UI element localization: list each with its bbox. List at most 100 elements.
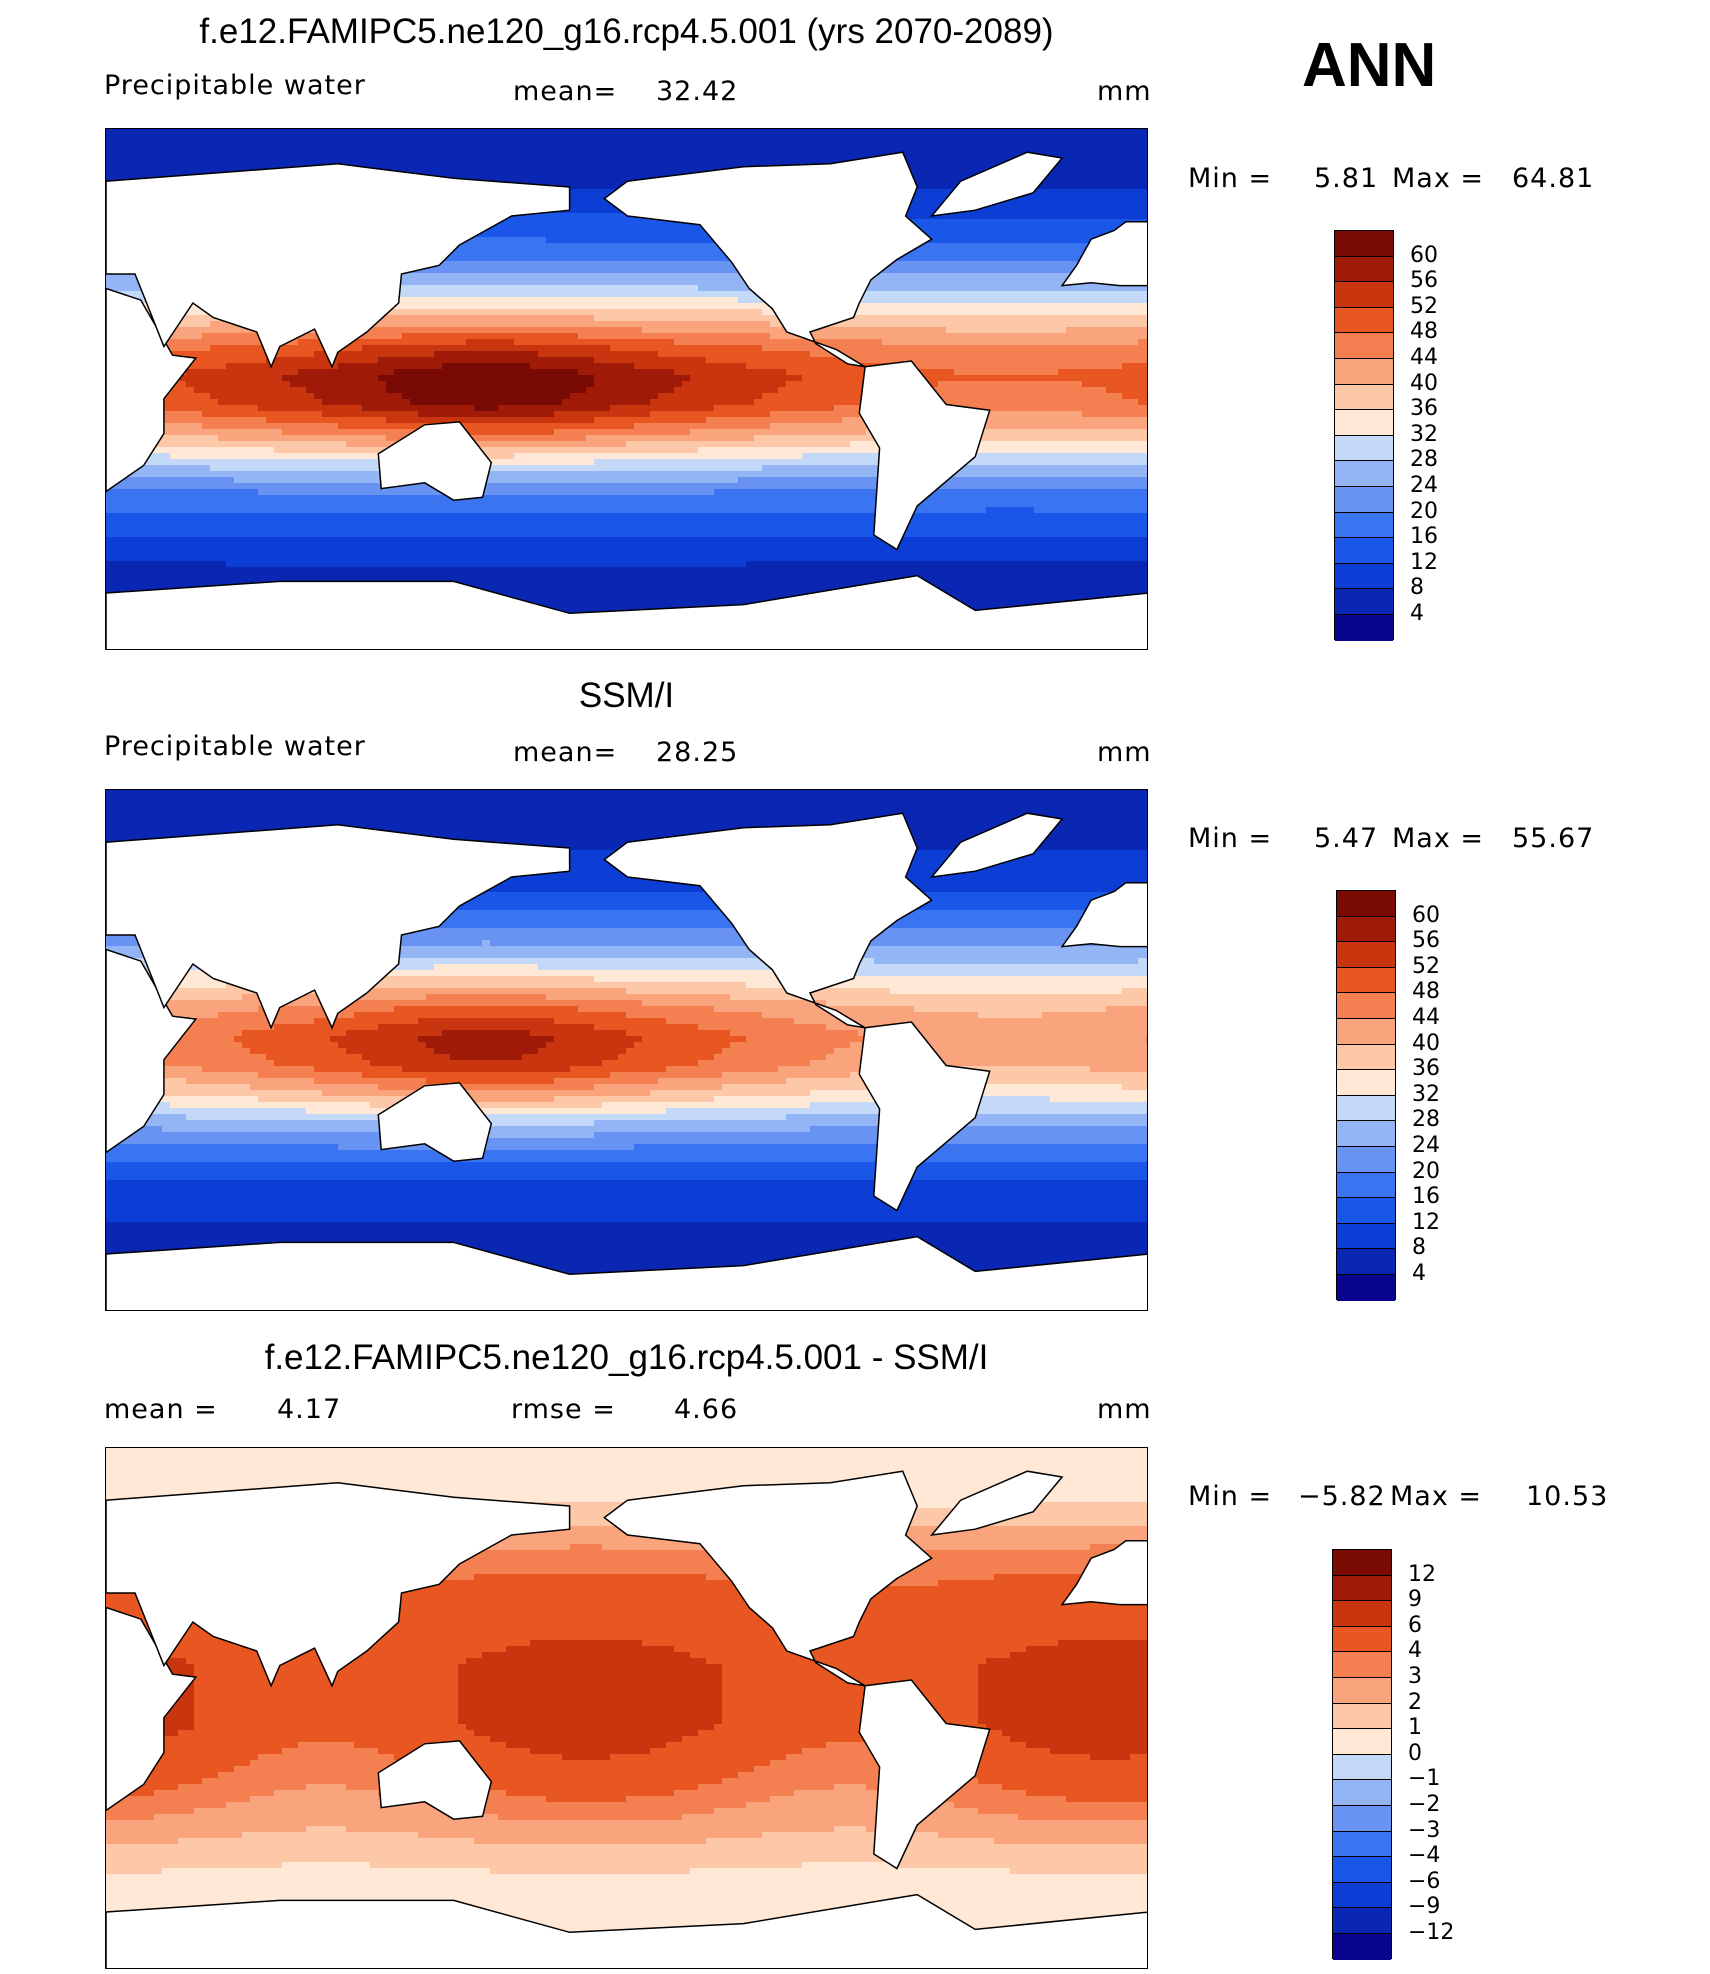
field-cell <box>458 249 467 256</box>
field-cell <box>1010 345 1019 352</box>
field-cell <box>210 159 219 166</box>
field-cell <box>762 321 771 328</box>
field-cell <box>242 159 251 166</box>
field-cell <box>130 171 139 178</box>
field-cell <box>682 231 691 238</box>
field-cell <box>690 225 699 232</box>
field-cell <box>1018 303 1027 310</box>
field-cell <box>1034 345 1043 352</box>
field-cell <box>714 267 723 274</box>
field-cell <box>1066 135 1075 142</box>
field-cell <box>1106 219 1115 226</box>
field-cell <box>546 345 555 352</box>
field-cell <box>618 159 627 166</box>
field-cell <box>890 351 899 358</box>
field-cell <box>106 141 115 148</box>
field-cell <box>874 297 883 304</box>
field-cell <box>938 243 947 250</box>
field-cell <box>1018 267 1027 274</box>
field-cell <box>898 309 907 316</box>
field-cell <box>234 165 243 172</box>
field-cell <box>130 285 139 292</box>
field-cell <box>962 279 971 286</box>
field-cell <box>202 339 211 346</box>
field-cell <box>394 141 403 148</box>
field-cell <box>450 279 459 286</box>
field-cell <box>218 165 227 172</box>
field-cell <box>450 171 459 178</box>
field-cell <box>1090 207 1099 214</box>
field-cell <box>922 315 931 322</box>
field-cell <box>306 333 315 340</box>
field-cell <box>122 135 131 142</box>
field-cell <box>906 345 915 352</box>
field-cell <box>490 351 499 358</box>
field-cell <box>970 129 979 136</box>
field-cell <box>954 261 963 268</box>
field-cell <box>738 315 747 322</box>
field-cell <box>1082 141 1091 148</box>
field-cell <box>1026 333 1035 340</box>
field-cell <box>1106 321 1115 328</box>
field-cell <box>474 297 483 304</box>
field-cell <box>946 273 955 280</box>
field-cell <box>866 141 875 148</box>
field-cell <box>970 213 979 220</box>
field-cell <box>146 159 155 166</box>
field-cell <box>994 285 1003 292</box>
field-cell <box>834 153 843 160</box>
field-cell <box>594 339 603 346</box>
field-cell <box>538 339 547 346</box>
field-cell <box>1058 309 1067 316</box>
field-cell <box>570 201 579 208</box>
field-cell <box>1018 291 1027 298</box>
field-cell <box>1146 339 1147 346</box>
field-cell <box>1082 285 1091 292</box>
field-cell <box>962 255 971 262</box>
field-cell <box>674 255 683 262</box>
field-cell <box>242 327 251 334</box>
field-cell <box>642 237 651 244</box>
field-cell <box>626 255 635 262</box>
field-cell <box>1106 297 1115 304</box>
field-cell <box>954 333 963 340</box>
field-cell <box>938 177 947 184</box>
field-cell <box>1146 213 1147 220</box>
field-cell <box>602 183 611 190</box>
field-cell <box>1082 297 1091 304</box>
field-cell <box>538 249 547 256</box>
field-cell <box>1034 291 1043 298</box>
field-cell <box>682 225 691 232</box>
field-cell <box>1098 219 1107 226</box>
field-cell <box>1106 135 1115 142</box>
field-cell <box>1018 285 1027 292</box>
field-cell <box>586 279 595 286</box>
field-cell <box>370 135 379 142</box>
field-cell <box>1058 153 1067 160</box>
field-cell <box>674 267 683 274</box>
field-cell <box>674 345 683 352</box>
field-cell <box>930 297 939 304</box>
field-cell <box>706 243 715 250</box>
field-cell <box>578 267 587 274</box>
field-cell <box>186 333 195 340</box>
field-cell <box>434 153 443 160</box>
field-cell <box>1050 255 1059 262</box>
field-cell <box>954 177 963 184</box>
field-cell <box>850 129 859 136</box>
field-cell <box>434 321 443 328</box>
field-cell <box>946 237 955 244</box>
field-cell <box>738 285 747 292</box>
field-cell <box>434 171 443 178</box>
field-cell <box>682 129 691 136</box>
field-cell <box>930 321 939 328</box>
field-cell <box>1050 273 1059 280</box>
field-cell <box>490 273 499 280</box>
field-cell <box>482 339 491 346</box>
field-cell <box>474 147 483 154</box>
field-cell <box>114 147 123 154</box>
field-cell <box>874 339 883 346</box>
field-cell <box>546 153 555 160</box>
field-cell <box>434 147 443 154</box>
field-cell <box>962 159 971 166</box>
